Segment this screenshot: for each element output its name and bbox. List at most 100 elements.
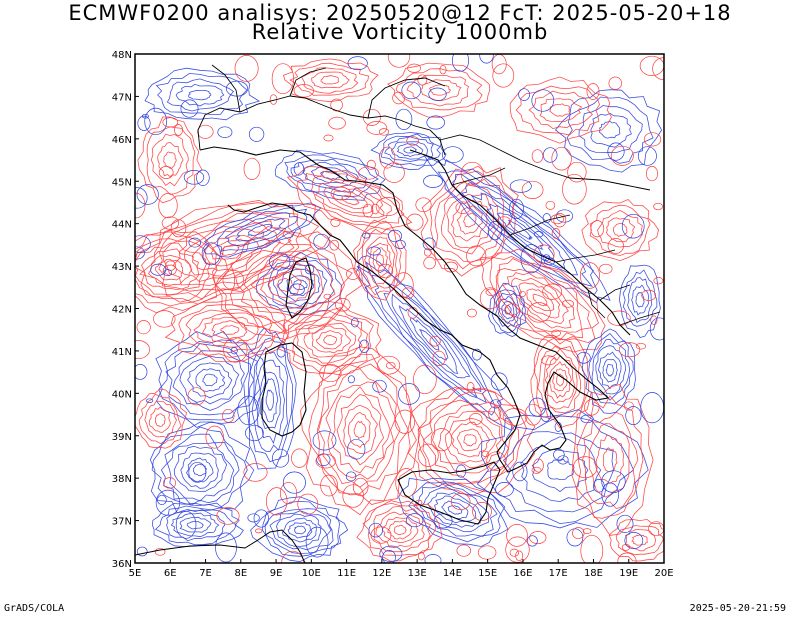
positive-vorticity-contour [489,255,599,344]
positive-vorticity-contour [539,98,583,123]
lat-tick-label: 39N [112,432,132,443]
positive-vorticity-contour [283,58,379,103]
lon-tick-label: 15E [478,568,497,579]
positive-vorticity-contour [472,502,492,521]
negative-vorticity-contour [180,452,219,489]
positive-vorticity-contour [551,146,572,171]
positive-vorticity-contour [607,238,624,254]
negative-vorticity-contour [597,351,622,390]
positive-vorticity-contour [521,180,544,199]
coastlines-and-borders [135,64,661,563]
negative-vorticity-contour [403,146,417,154]
positive-vorticity-contour [576,395,644,519]
positive-vorticity-contour [292,310,368,368]
negative-vorticity-contour [250,496,349,563]
positive-vorticity-contour [141,248,200,290]
positive-vorticity-contour [551,329,561,337]
balkan-coastline [409,149,631,336]
positive-vorticity-contour [352,477,369,497]
negative-vorticity-contour [272,448,290,468]
positive-vorticity-contour [481,450,490,457]
negative-vorticity-contour [504,305,512,315]
positive-vorticity-contour [581,411,639,510]
negative-vorticity-contour [479,54,494,64]
negative-vorticity-contour [419,329,440,351]
positive-vorticity-contour [385,361,396,370]
negative-vorticity-contour [282,471,306,494]
positive-vorticity-contour [329,239,340,251]
positive-vorticity-contour [234,249,336,326]
negative-vorticity-contour [201,242,221,266]
negative-vorticity-contour [566,96,654,164]
positive-vorticity-contour [223,337,248,363]
negative-vorticity-contour [512,461,528,482]
positive-vorticity-contour [234,55,259,82]
positive-vorticity-contour [590,220,605,238]
negative-vorticity-contour [382,550,396,563]
positive-vorticity-contour [456,428,483,452]
positive-vorticity-contour [286,165,413,235]
positive-vorticity-contour [406,135,419,146]
negative-vorticity-contour [155,489,181,516]
positive-vorticity-contour [446,193,495,249]
negative-vorticity-contour [175,83,225,107]
positive-vorticity-contour [320,75,339,85]
positive-vorticity-contour [358,166,379,180]
positive-vorticity-contour [183,222,281,277]
negative-vorticity-contour [350,317,359,328]
negative-vorticity-contour [394,239,406,250]
positive-vorticity-contour [215,230,353,334]
positive-vorticity-contour [621,543,631,551]
positive-vorticity-contour [301,67,359,94]
negative-vorticity-contour [607,142,625,161]
negative-vorticity-contour [455,464,467,478]
positive-vorticity-contour [395,468,418,498]
positive-vorticity-contour [315,453,336,469]
positive-vorticity-contour [515,550,524,562]
negative-vorticity-contour [151,502,244,548]
negative-vorticity-contour [398,305,459,375]
negative-vorticity-contour [135,246,145,260]
positive-vorticity-contour [479,287,501,310]
negative-vorticity-contour [179,355,240,405]
positive-vorticity-contour [158,166,174,179]
lon-tick-label: 18E [584,568,603,579]
positive-vorticity-contour [316,363,409,495]
positive-vorticity-contour [155,259,184,281]
positive-vorticity-contour [641,289,657,301]
positive-vorticity-contour [505,303,520,316]
positive-vorticity-contour [439,65,447,75]
positive-vorticity-contour [573,456,598,479]
positive-vorticity-contour [220,325,240,335]
positive-vorticity-contour [407,386,536,497]
negative-vorticity-contour [487,221,503,241]
positive-vorticity-contour [579,262,600,289]
negative-vorticity-contour [347,56,368,71]
negative-vorticity-contour [422,237,436,251]
negative-vorticity-contour [542,254,551,261]
positive-vorticity-contour [460,161,484,186]
longitude-labels: 5E 6E 7E 8E 9E 10E 11E 12E 13E 14E 15E 16E 17E 18E 19E… [129,568,674,579]
lon-tick-label: 11E [337,568,356,579]
negative-vorticity-contour [186,520,204,530]
positive-vorticity-contour [580,534,604,563]
positive-vorticity-contour [368,242,392,278]
map-title: ECMWF0200 analisys: 20250520@12 FcT: 202… [68,1,732,25]
negative-vorticity-contour [362,232,371,239]
positive-vorticity-contour [346,267,360,280]
positive-vorticity-contour [243,463,268,482]
positive-vorticity-contour [308,353,413,505]
negative-vorticity-contour [230,347,238,355]
positive-vorticity-contour [450,493,471,511]
positive-vorticity-contour [323,186,375,214]
positive-vorticity-contour [255,528,263,534]
positive-vorticity-contour [497,268,582,333]
negative-vorticity-contour [196,169,210,186]
positive-vorticity-contour [330,218,341,227]
positive-vorticity-contour [135,388,188,449]
negative-vorticity-contour [287,522,313,539]
negative-vorticity-contour [135,364,148,380]
positive-vorticity-contour [211,320,248,340]
positive-vorticity-contour [330,186,351,201]
positive-vorticity-contour [300,346,421,516]
